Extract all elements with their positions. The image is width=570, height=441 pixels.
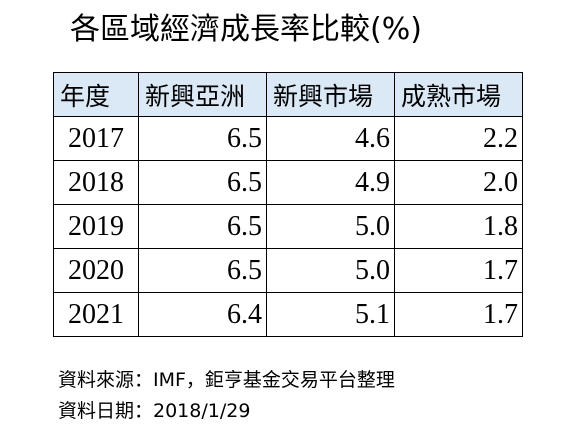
emerging-markets-cell: 5.0 <box>266 248 395 293</box>
developed-markets-cell: 1.7 <box>394 292 523 337</box>
emerging-markets-cell: 5.1 <box>266 292 395 337</box>
developed-markets-cell: 1.7 <box>394 248 523 293</box>
table-row: 2019 6.5 5.0 1.8 <box>53 204 523 249</box>
year-cell: 2019 <box>53 204 139 249</box>
year-cell: 2020 <box>53 248 139 293</box>
emerging-asia-cell: 6.5 <box>138 248 267 293</box>
developed-markets-cell: 1.8 <box>394 204 523 249</box>
growth-rate-table: 年度 新興亞洲 新興市場 成熟市場 2017 6.5 4.6 2.2 2018 … <box>53 72 523 337</box>
year-cell: 2018 <box>53 160 139 205</box>
column-header-emerging-markets: 新興市場 <box>266 72 395 117</box>
source-note: 資料來源：IMF，鉅亨基金交易平台整理 <box>58 369 395 391</box>
developed-markets-cell: 2.2 <box>394 116 523 161</box>
table-row: 2020 6.5 5.0 1.7 <box>53 248 523 293</box>
emerging-asia-cell: 6.5 <box>138 204 267 249</box>
emerging-markets-cell: 5.0 <box>266 204 395 249</box>
emerging-markets-cell: 4.9 <box>266 160 395 205</box>
table-row: 2017 6.5 4.6 2.2 <box>53 116 523 161</box>
column-header-year: 年度 <box>53 72 139 117</box>
table-title: 各區域經濟成長率比較(%) <box>70 12 422 47</box>
year-cell: 2017 <box>53 116 139 161</box>
emerging-markets-cell: 4.6 <box>266 116 395 161</box>
developed-markets-cell: 2.0 <box>394 160 523 205</box>
header-row: 年度 新興亞洲 新興市場 成熟市場 <box>53 72 523 117</box>
column-header-emerging-asia: 新興亞洲 <box>138 72 267 117</box>
table-row: 2018 6.5 4.9 2.0 <box>53 160 523 205</box>
table-row: 2021 6.4 5.1 1.7 <box>53 292 523 337</box>
emerging-asia-cell: 6.4 <box>138 292 267 337</box>
column-header-developed-markets: 成熟市場 <box>394 72 523 117</box>
date-note: 資料日期：2018/1/29 <box>58 400 251 422</box>
emerging-asia-cell: 6.5 <box>138 160 267 205</box>
emerging-asia-cell: 6.5 <box>138 116 267 161</box>
year-cell: 2021 <box>53 292 139 337</box>
